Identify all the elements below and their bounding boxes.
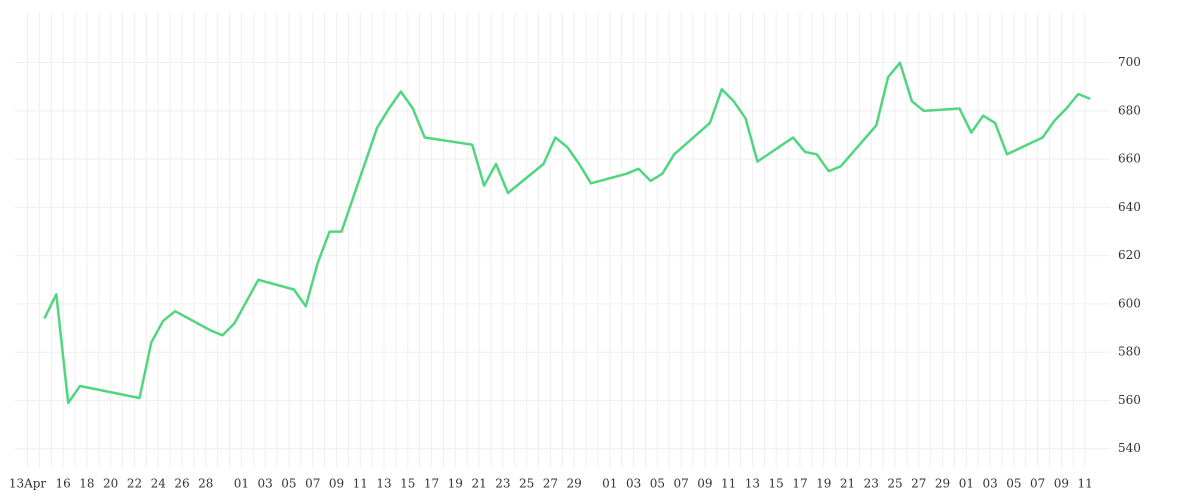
x-tick-label: 03 — [982, 477, 997, 491]
x-tick-label: 11 — [353, 477, 368, 491]
x-tick-label: 11 — [1078, 477, 1093, 491]
y-tick-label: 620 — [1118, 248, 1141, 262]
line-series — [43, 61, 1091, 405]
x-tick-label: 11 — [721, 477, 736, 491]
y-tick-label: 640 — [1118, 200, 1141, 214]
y-tick-label: 660 — [1118, 152, 1141, 166]
y-tick-label: 700 — [1118, 55, 1141, 69]
y-tick-label: 600 — [1118, 296, 1141, 310]
x-tick-label: 21 — [471, 477, 486, 491]
x-tick-label: 05 — [281, 477, 296, 491]
x-tick-label: 28 — [198, 477, 213, 491]
x-tick-label: 29 — [935, 477, 950, 491]
x-tick-label: 09 — [329, 477, 344, 491]
x-tick-label: 19 — [448, 477, 463, 491]
x-tick-label: 09 — [1054, 477, 1069, 491]
x-tick-label: 23 — [495, 477, 510, 491]
x-tick-label: 20 — [103, 477, 118, 491]
x-tick-label: 05 — [1006, 477, 1021, 491]
x-tick-label: 26 — [174, 477, 189, 491]
x-tick-label: 24 — [151, 477, 167, 491]
y-tick-label: 560 — [1118, 393, 1141, 407]
x-tick-label: 21 — [840, 477, 855, 491]
x-tick-label: 13Apr — [9, 477, 47, 491]
x-tick-label: 16 — [56, 477, 71, 491]
x-tick-label: 15 — [400, 477, 415, 491]
x-tick-label: 01 — [959, 477, 974, 491]
x-tick-label: 17 — [424, 477, 439, 491]
x-tick-label: 01 — [234, 477, 249, 491]
x-tick-label: 13 — [376, 477, 391, 491]
y-tick-label: 540 — [1118, 441, 1141, 455]
x-tick-label: 07 — [1030, 477, 1045, 491]
x-tick-label: 13 — [745, 477, 760, 491]
x-tick-label: 07 — [305, 477, 320, 491]
y-tick-label: 580 — [1118, 345, 1141, 359]
x-tick-label: 03 — [626, 477, 641, 491]
x-tick-label: 15 — [769, 477, 784, 491]
x-tick-label: 27 — [543, 477, 558, 491]
x-tick-label: 03 — [258, 477, 273, 491]
y-tick-label: 680 — [1118, 103, 1141, 117]
x-tick-label: 01 — [602, 477, 617, 491]
x-tick-label: 18 — [79, 477, 94, 491]
x-tick-label: 25 — [887, 477, 902, 491]
x-tick-label: 25 — [519, 477, 534, 491]
x-tick-label: 09 — [697, 477, 712, 491]
x-tick-label: 23 — [864, 477, 879, 491]
x-tick-label: 27 — [911, 477, 926, 491]
x-tick-label: 19 — [816, 477, 831, 491]
x-tick-label: 29 — [567, 477, 582, 491]
x-tick-label: 22 — [127, 477, 142, 491]
x-tick-label: 17 — [792, 477, 807, 491]
x-tick-label: 07 — [673, 477, 688, 491]
x-tick-label: 05 — [650, 477, 665, 491]
